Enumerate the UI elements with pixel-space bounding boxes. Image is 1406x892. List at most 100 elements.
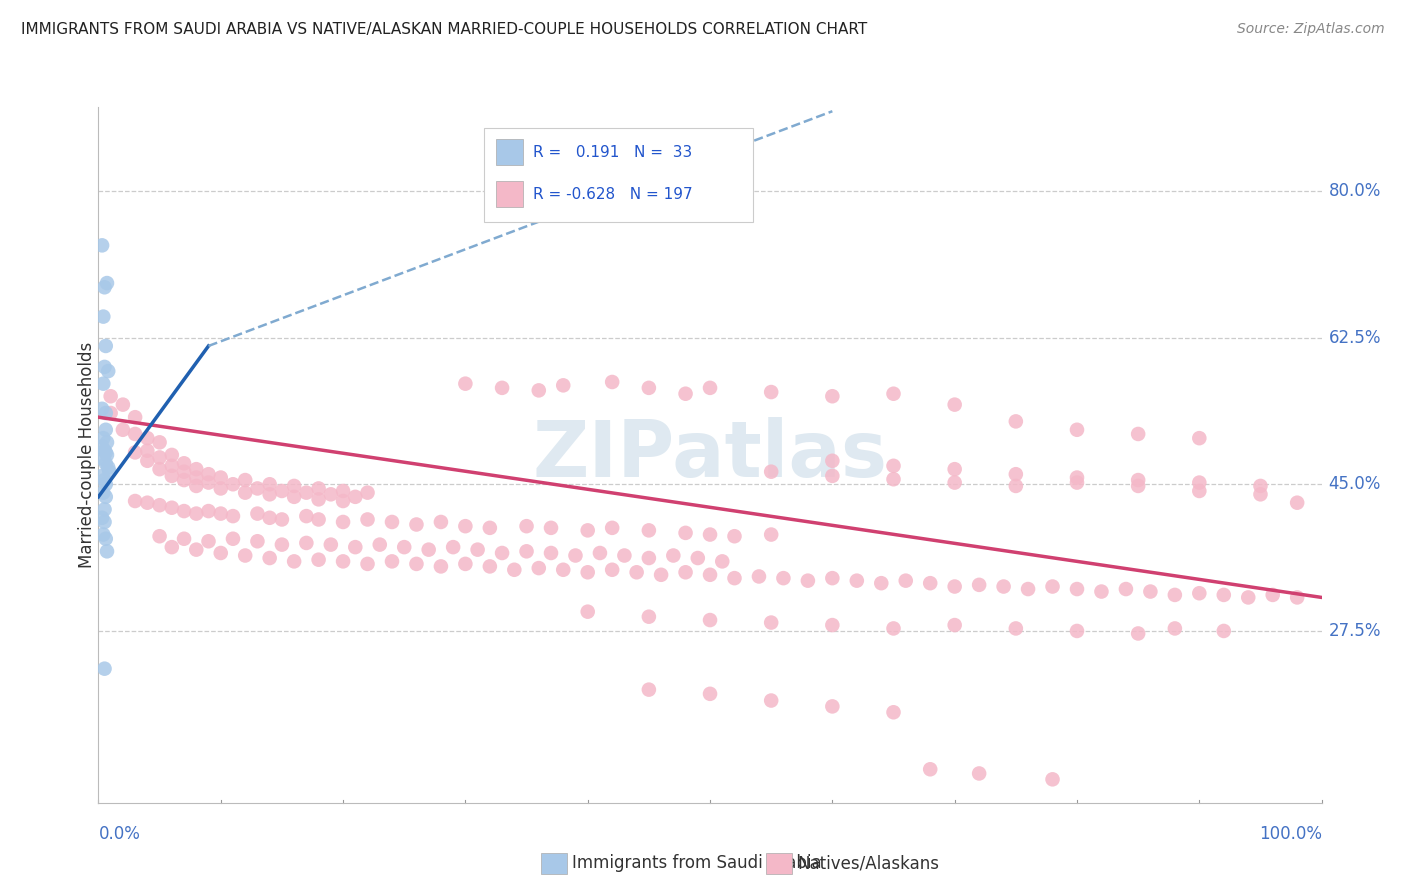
Bar [496, 139, 523, 166]
Point [197, 504, 219, 518]
Point [93, 280, 115, 294]
Point [173, 504, 195, 518]
Point [173, 465, 195, 479]
Point [821, 454, 844, 468]
Point [1128, 427, 1150, 442]
Point [111, 398, 134, 412]
Point [883, 706, 905, 720]
Point [97, 364, 120, 378]
Point [1004, 467, 1026, 482]
Point [1139, 584, 1161, 599]
Point [356, 557, 378, 571]
Point [821, 468, 844, 483]
Point [761, 527, 783, 541]
Point [295, 536, 318, 550]
Point [600, 563, 623, 577]
Point [1286, 591, 1309, 605]
Point [295, 509, 318, 524]
Point [94, 456, 117, 470]
Point [1004, 479, 1026, 493]
Point [920, 762, 942, 776]
Point [553, 563, 575, 577]
Point [259, 551, 281, 566]
Point [233, 473, 256, 487]
Point [246, 507, 269, 521]
Point [527, 561, 550, 575]
Point [845, 574, 868, 588]
Point [967, 766, 990, 780]
Point [149, 529, 172, 543]
Text: Immigrants from Saudi Arabia: Immigrants from Saudi Arabia [572, 855, 823, 872]
Point [1066, 423, 1088, 437]
Point [308, 482, 330, 496]
Point [344, 540, 367, 554]
Point [111, 423, 134, 437]
Point [821, 618, 844, 632]
Point [91, 468, 114, 483]
Point [675, 566, 697, 580]
Point [93, 662, 115, 676]
Point [197, 467, 219, 482]
Point [761, 693, 783, 707]
Point [675, 386, 697, 401]
Point [94, 477, 117, 491]
Point [160, 540, 183, 554]
Point [94, 406, 117, 420]
Point [662, 549, 685, 563]
Point [1188, 586, 1211, 600]
Point [91, 510, 114, 524]
Point [723, 571, 745, 585]
Point [91, 452, 114, 467]
Point [381, 554, 404, 568]
Point [222, 509, 245, 524]
Point [356, 485, 378, 500]
Point [454, 519, 477, 533]
Point [772, 571, 794, 585]
Point [1188, 475, 1211, 490]
Point [94, 339, 117, 353]
Point [761, 615, 783, 630]
Point [160, 448, 183, 462]
Point [761, 385, 783, 400]
Point [91, 401, 114, 416]
Point [270, 538, 294, 552]
Point [392, 540, 416, 554]
Point [883, 622, 905, 636]
Point [515, 544, 537, 558]
Point [1042, 772, 1064, 787]
Point [233, 549, 256, 563]
Point [1128, 479, 1150, 493]
Point [124, 427, 146, 442]
Point [883, 472, 905, 486]
Point [540, 521, 562, 535]
Point [186, 479, 208, 493]
Point [503, 563, 526, 577]
Point [1128, 473, 1150, 487]
Point [319, 487, 342, 501]
Point [283, 479, 305, 493]
Point [637, 524, 661, 538]
Point [1066, 475, 1088, 490]
Point [94, 532, 117, 546]
Point [259, 477, 281, 491]
Point [699, 687, 721, 701]
Point [967, 578, 990, 592]
Point [1249, 487, 1271, 501]
Point [91, 310, 114, 324]
Point [332, 483, 354, 498]
Point [920, 576, 942, 591]
Point [136, 443, 159, 458]
Point [821, 699, 844, 714]
Point [600, 375, 623, 389]
Point [94, 423, 117, 437]
Point [626, 566, 648, 580]
Point [344, 490, 367, 504]
Text: 27.5%: 27.5% [1329, 622, 1381, 640]
Text: 100.0%: 100.0% [1258, 825, 1322, 843]
Point [173, 473, 195, 487]
Point [91, 431, 114, 445]
Point [589, 546, 612, 560]
Point [821, 571, 844, 585]
Point [1164, 622, 1187, 636]
Text: Source: ZipAtlas.com: Source: ZipAtlas.com [1237, 22, 1385, 37]
